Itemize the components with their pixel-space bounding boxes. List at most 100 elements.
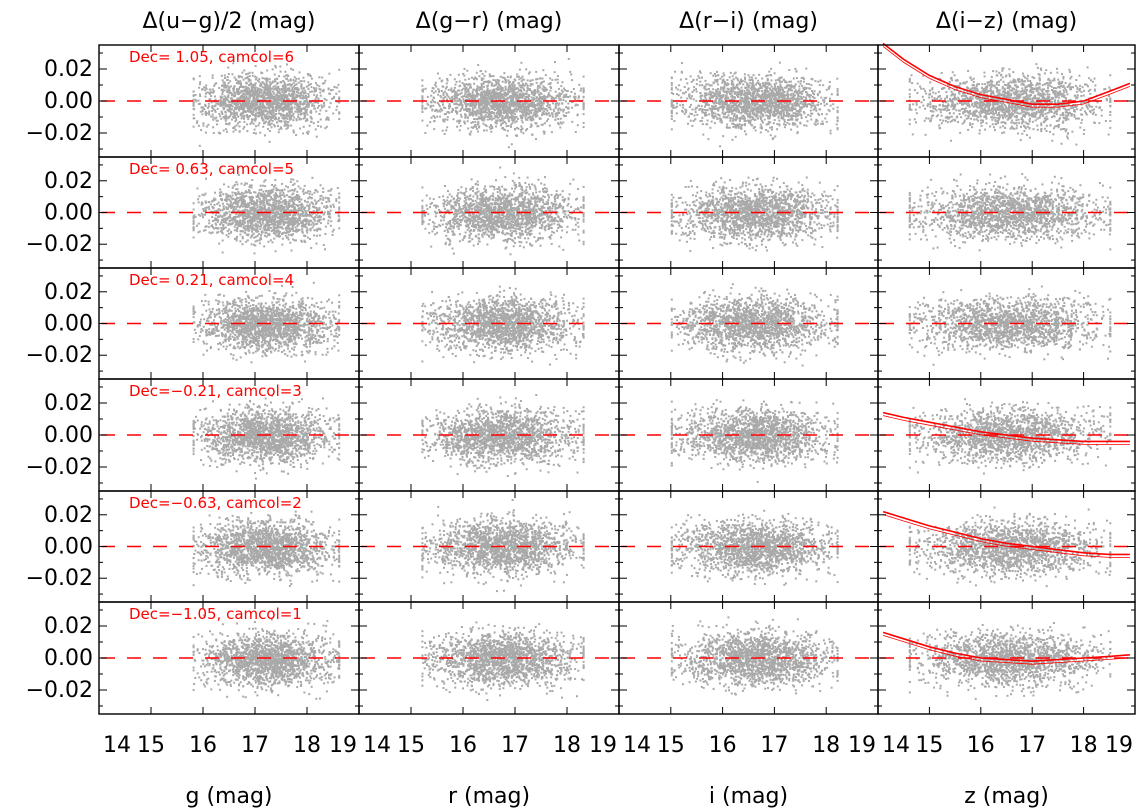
data-point: [249, 75, 251, 77]
data-point: [265, 118, 267, 120]
data-point: [556, 113, 558, 115]
data-point: [520, 115, 522, 117]
data-point: [224, 111, 226, 113]
data-point: [338, 69, 340, 71]
scatter-panel-0-1: [421, 58, 584, 148]
data-point: [488, 116, 490, 118]
data-point: [243, 121, 245, 123]
data-point: [253, 119, 255, 121]
data-point: [434, 84, 436, 86]
data-point: [520, 125, 522, 127]
data-point: [493, 96, 495, 98]
data-point: [299, 128, 301, 130]
data-point: [434, 117, 436, 119]
data-point: [486, 112, 488, 114]
data-point: [313, 87, 315, 89]
data-point: [517, 98, 519, 100]
data-point: [496, 95, 498, 97]
data-point: [240, 104, 242, 106]
data-point: [275, 113, 277, 115]
data-point: [314, 108, 316, 110]
data-point: [574, 98, 576, 100]
data-point: [485, 114, 487, 116]
data-point: [482, 78, 484, 80]
data-point: [463, 101, 465, 103]
data-point: [489, 118, 491, 120]
data-point: [432, 99, 434, 101]
data-point: [430, 106, 432, 108]
data-point: [271, 123, 273, 125]
data-point: [298, 89, 300, 91]
data-point: [547, 118, 549, 120]
data-point: [199, 145, 201, 147]
data-point: [282, 94, 284, 96]
data-point: [258, 93, 260, 95]
data-point: [316, 84, 318, 86]
data-point: [475, 126, 477, 128]
data-point: [536, 82, 538, 84]
data-point: [212, 119, 214, 121]
data-point: [532, 83, 534, 85]
data-point: [290, 68, 292, 70]
data-point: [555, 104, 557, 106]
data-point: [311, 91, 313, 93]
data-point: [255, 110, 257, 112]
data-point: [198, 103, 200, 105]
data-point: [462, 88, 464, 90]
data-point: [328, 88, 330, 90]
data-point: [205, 114, 207, 116]
data-point: [247, 109, 249, 111]
data-point: [481, 97, 483, 99]
data-point: [481, 111, 483, 113]
data-point: [510, 100, 512, 102]
data-point: [246, 96, 248, 98]
data-point: [237, 116, 239, 118]
data-point: [302, 133, 304, 135]
data-point: [527, 79, 529, 81]
data-point: [279, 113, 281, 115]
data-point: [557, 122, 559, 124]
data-point: [239, 80, 241, 82]
data-point: [223, 104, 225, 106]
data-point: [293, 117, 295, 119]
data-point: [514, 84, 516, 86]
data-point: [236, 125, 238, 127]
data-point: [481, 91, 483, 93]
data-point: [540, 105, 542, 107]
data-point: [505, 123, 507, 125]
data-point: [479, 94, 481, 96]
data-point: [241, 72, 243, 74]
data-point: [212, 74, 214, 76]
data-point: [297, 111, 299, 113]
data-point: [199, 83, 201, 85]
data-point: [458, 100, 460, 102]
data-point: [555, 91, 557, 93]
data-point: [480, 87, 482, 89]
data-point: [544, 122, 546, 124]
data-point: [244, 115, 246, 117]
data-point: [272, 68, 274, 70]
data-point: [571, 107, 573, 109]
data-point: [518, 105, 520, 107]
data-point: [298, 82, 300, 84]
data-point: [446, 126, 448, 128]
data-point: [583, 107, 585, 109]
data-point: [534, 122, 536, 124]
data-point: [229, 80, 231, 82]
data-point: [336, 106, 338, 108]
data-point: [530, 112, 532, 114]
data-point: [338, 98, 340, 100]
data-point: [289, 119, 291, 121]
data-point: [446, 99, 448, 101]
data-point: [266, 110, 268, 112]
data-point: [248, 78, 250, 80]
data-point: [262, 82, 264, 84]
data-point: [283, 106, 285, 108]
data-point: [254, 93, 256, 95]
data-point: [254, 129, 256, 131]
data-point: [238, 76, 240, 78]
data-point: [281, 88, 283, 90]
data-point: [527, 103, 529, 105]
data-point: [338, 118, 340, 120]
data-point: [310, 112, 312, 114]
